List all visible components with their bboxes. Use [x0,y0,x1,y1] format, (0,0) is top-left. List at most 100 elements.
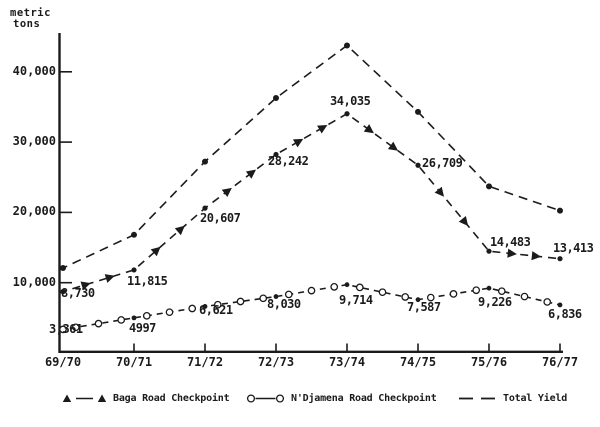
total-yield-point [131,231,137,238]
legend-label: Total Yield [503,393,568,404]
data-label-ndjamena: 6,836 [548,306,582,321]
total-yield-point [273,95,279,102]
ndjamena-open-circle-marker [165,308,174,317]
baga-triangle-marker [317,124,328,134]
y-tick-label: 40,000 [12,63,56,78]
ndjamena-road-point [273,294,279,299]
unit-label-line1: metric [10,7,51,19]
data-label-baga: 11,815 [127,273,168,288]
data-label-ndjamena: 3,361 [49,322,83,337]
baga-road-point [557,256,563,262]
legend-label: Baga Road Checkpoint [113,393,230,404]
x-tick-label: 69/70 [44,355,82,369]
baga-road-point [60,289,66,295]
baga-road-point [202,205,208,211]
x-tick-label: 76/77 [541,355,579,369]
ndjamena-road-point [59,325,67,334]
total-yield-point [486,183,492,190]
data-label-baga: 34,035 [330,93,371,108]
data-label-ndjamena: 4997 [129,320,156,335]
x-tick-label: 70/71 [115,355,153,369]
data-label-baga: 20,607 [200,211,241,226]
total-yield-line [58,44,561,271]
ndjamena-open-circle-marker [426,293,435,302]
baga-triangle-marker [507,248,517,258]
total-yield-point [60,265,66,272]
legend-marker-dash-icon [459,397,495,400]
ndjamena-road-point [486,285,492,291]
data-label-baga: 8,730 [61,285,95,300]
data-label-ndjamena: 7,587 [407,299,441,314]
y-tick-label: 20,000 [12,204,56,219]
ndjamena-open-circle-marker [236,297,245,306]
x-tick-label: 74/75 [399,355,437,369]
ndjamena-open-circle-marker [520,292,529,301]
y-axis-unit-label: metric tons [10,8,51,30]
ndjamena-open-circle-marker [213,300,222,309]
ndjamena-open-circle-marker [117,316,126,324]
x-tick-label: 71/72 [186,355,224,369]
y-tick-label: 30,000 [12,134,56,149]
ndjamena-road-point [557,302,563,308]
data-label-ndjamena: 9,226 [478,295,512,310]
baga-triangle-marker [221,187,232,198]
data-label-baga: 14,483 [490,235,531,250]
total-yield-point [344,42,350,49]
data-label-ndjamena: 8,030 [267,296,301,311]
ndjamena-open-circle-marker [472,286,481,295]
x-tick-label: 73/74 [328,355,366,369]
ndjamena-open-circle-marker [259,294,268,303]
ndjamena-open-circle-marker [355,283,364,292]
ndjamena-road-point [344,282,350,288]
ndjamena-road-point [131,315,137,321]
ndjamena-road-line [58,283,561,331]
baga-triangle-marker [104,274,115,283]
legend-item-triangle: Baga Road Checkpoint [62,392,230,405]
baga-triangle-marker [363,124,374,134]
data-label-ndjamena: 6,621 [199,303,233,318]
ndjamena-road-point [202,304,208,309]
data-label-baga: 28,242 [268,154,309,169]
baga-triangle-marker [245,169,257,179]
legend-marker-triangle-icon [62,394,107,402]
baga-triangle-marker [80,281,91,291]
baga-road-point [273,151,279,158]
ndjamena-open-circle-marker [94,319,103,328]
legend-label: N'Djamena Road Checkpoint [291,393,437,404]
ndjamena-open-circle-marker [543,298,552,306]
ndjamena-open-circle-marker [330,282,339,291]
baga-triangle-marker [531,251,542,261]
ndjamena-open-circle-marker [378,288,387,297]
ndjamena-open-circle-marker [142,311,151,320]
ndjamena-open-circle-marker [284,290,293,299]
ndjamena-open-circle-marker [188,304,197,313]
ndjamena-open-circle-marker [307,286,316,295]
legend-marker-open-circle-icon [246,394,285,403]
baga-triangle-marker [458,215,469,226]
baga-triangle-marker [150,246,161,257]
baga-road-point [486,248,492,254]
baga-road-line [58,112,561,294]
baga-triangle-marker [434,186,445,197]
ndjamena-open-circle-marker [449,290,458,298]
total-yield-point [202,158,208,165]
baga-road-point [344,111,350,117]
ndjamena-road-point [415,297,421,303]
total-yield-point [557,207,563,214]
legend-item-dash: Total Yield [458,392,567,405]
data-label-ndjamena: 9,714 [339,292,373,307]
y-tick-label: 10,000 [12,274,56,289]
baga-triangle-marker [387,141,399,151]
ndjamena-open-circle-marker [497,287,506,296]
baga-triangle-marker [174,225,185,236]
data-label-baga: 26,709 [422,156,463,171]
x-tick-label: 72/73 [257,355,295,369]
ndjamena-open-circle-marker [71,323,80,332]
unit-label-line2: tons [13,18,41,30]
data-label-baga: 13,413 [553,240,594,255]
total-yield-point [415,108,421,115]
baga-road-point [415,162,421,168]
ndjamena-open-circle-marker [401,293,410,301]
